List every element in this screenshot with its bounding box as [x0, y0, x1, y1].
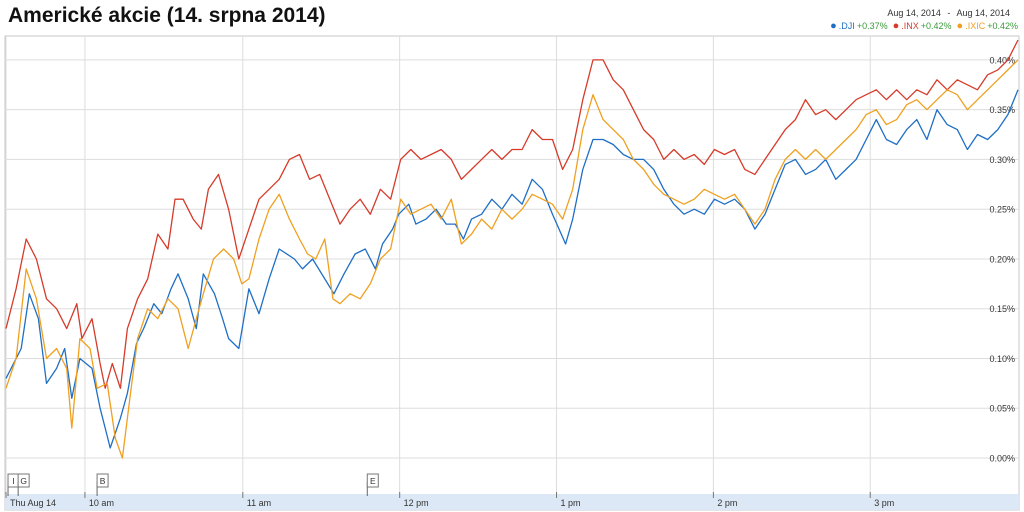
news-flag[interactable]: G — [17, 473, 30, 496]
legend-dot-dji: ● — [830, 19, 837, 32]
legend: ● .DJI +0.37% ● .INX +0.42% ● .IXIC +0.4… — [830, 19, 1018, 32]
date-range[interactable]: Aug 14, 2014 - Aug 14, 2014 — [887, 8, 1010, 18]
news-flag[interactable]: E — [366, 473, 379, 496]
y-tick-label: 0.25% — [989, 205, 1015, 215]
y-tick-label: 0.30% — [989, 155, 1015, 165]
legend-change-dji: +0.37% — [856, 21, 888, 31]
news-flag-label: G — [20, 476, 27, 486]
y-tick-label: 0.20% — [989, 254, 1015, 264]
series-line-dji[interactable] — [5, 89, 1019, 449]
legend-item-inx[interactable]: ● .INX +0.42% — [892, 19, 952, 32]
x-tick-label: Thu Aug 14 — [10, 498, 56, 508]
y-tick-label: 0.10% — [989, 354, 1015, 364]
x-axis: Thu Aug 14 10 am 11 am 12 pm 1 pm 2 pm 3 pm — [5, 492, 894, 508]
x-tick-label: 10 am — [89, 498, 114, 508]
news-flag[interactable]: I — [7, 473, 20, 496]
date-range-to: Aug 14, 2014 — [956, 8, 1010, 18]
y-tick-label: 0.05% — [989, 404, 1015, 414]
news-flag-label: I — [12, 476, 14, 486]
news-flag-box — [17, 473, 30, 488]
series-line-ixic[interactable] — [5, 59, 1019, 459]
legend-label-dji: .DJI — [838, 21, 855, 31]
legend-item-ixic[interactable]: ● .IXIC +0.42% — [956, 19, 1018, 32]
legend-change-ixic: +0.42% — [987, 21, 1018, 31]
y-tick-label: 0.35% — [989, 105, 1015, 115]
x-tick-label: 12 pm — [404, 498, 429, 508]
y-tick-label: 0.15% — [989, 304, 1015, 314]
news-flag-label: E — [370, 476, 376, 486]
legend-item-dji[interactable]: ● .DJI +0.37% — [830, 19, 888, 32]
plot-border — [4, 35, 1020, 511]
y-tick-label: 0.40% — [989, 55, 1015, 65]
x-tick-label: 11 am — [247, 498, 271, 508]
date-range-separator: - — [947, 8, 951, 18]
news-flag-label: B — [100, 476, 106, 486]
x-tick-label: 1 pm — [561, 498, 581, 508]
series-line-inx[interactable] — [5, 39, 1019, 389]
chart-title: Americké akcie (14. srpna 2014) — [8, 4, 326, 27]
legend-dot-ixic: ● — [956, 19, 964, 32]
legend-change-inx: +0.42% — [920, 21, 952, 31]
x-tick-label: 3 pm — [874, 498, 894, 508]
legend-label-ixic: .IXIC — [965, 21, 986, 31]
legend-label-inx: .INX — [901, 21, 919, 31]
date-range-from: Aug 14, 2014 — [887, 8, 941, 18]
y-axis: 0.00% 0.05% 0.10% 0.15% 0.20% 0.25% 0.30% 0.35%… — [989, 55, 1015, 463]
x-axis-band — [5, 494, 1019, 510]
news-flag-box — [366, 473, 379, 488]
news-flag[interactable]: B — [96, 473, 109, 496]
news-flag-box — [96, 473, 109, 488]
x-tick-label: 2 pm — [717, 498, 737, 508]
grid — [5, 36, 1019, 494]
series-lines — [5, 39, 1019, 459]
y-tick-label: 0.00% — [989, 454, 1015, 464]
legend-dot-inx: ● — [892, 19, 900, 32]
